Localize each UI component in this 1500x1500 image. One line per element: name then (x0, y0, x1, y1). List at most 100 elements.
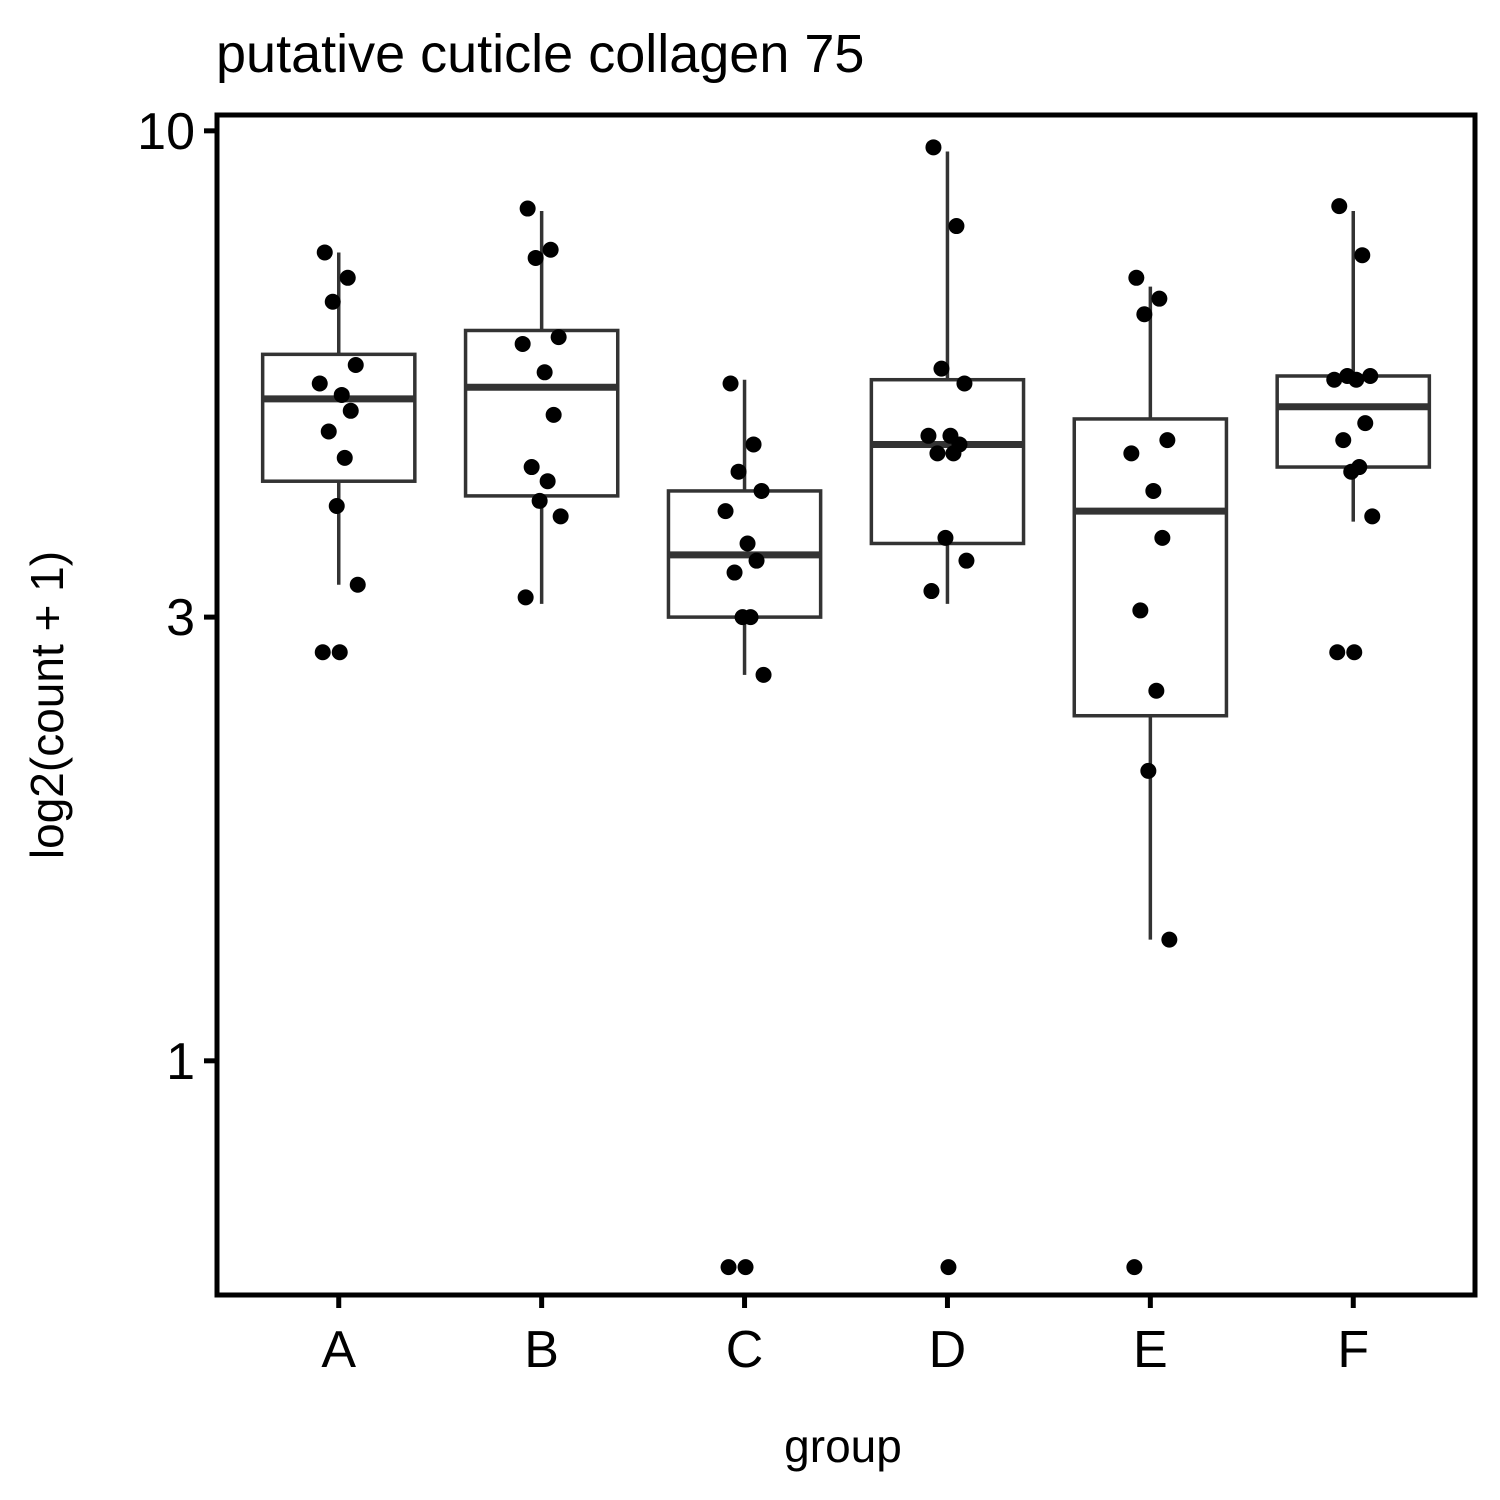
data-point (550, 329, 567, 346)
data-point (1343, 463, 1360, 480)
data-point (1346, 644, 1363, 661)
data-point (945, 445, 962, 462)
data-point (720, 1259, 737, 1276)
data-point (739, 535, 756, 552)
box-group-E (1072, 286, 1229, 940)
chart-title: putative cuticle collagen 75 (216, 24, 864, 84)
data-point (1348, 371, 1365, 388)
box-group-B (463, 210, 620, 604)
points-group-F (1326, 198, 1381, 661)
data-point (331, 644, 348, 661)
data-point (1140, 762, 1157, 779)
data-point (1364, 508, 1381, 525)
data-point (328, 497, 345, 514)
axes: 1 3 10 A B C D E F (137, 103, 1369, 1379)
data-point (948, 218, 965, 235)
y-axis-label: log2(count + 1) (21, 551, 73, 859)
box-group-F (1275, 210, 1432, 522)
plot-panel-border (214, 112, 1478, 1298)
data-point (342, 402, 359, 419)
data-point (1159, 432, 1176, 449)
data-point (316, 244, 333, 261)
data-point (336, 449, 353, 466)
y-tick-label: 1 (166, 1033, 195, 1091)
data-point (929, 445, 946, 462)
data-point (542, 241, 559, 258)
data-point (920, 427, 937, 444)
data-point (753, 482, 770, 499)
data-point (523, 459, 540, 476)
data-point (347, 357, 364, 374)
box-iqr (1275, 374, 1432, 469)
data-point (339, 269, 356, 286)
data-point (1154, 529, 1171, 546)
data-point (933, 360, 950, 377)
data-point (956, 375, 973, 392)
data-point (527, 249, 544, 266)
data-point (314, 644, 331, 661)
data-point (734, 609, 751, 626)
points-group-C (717, 375, 772, 1276)
points-group-A (311, 244, 366, 661)
data-point (755, 666, 772, 683)
data-point (1145, 482, 1162, 499)
data-point (1326, 371, 1343, 388)
data-point (730, 463, 747, 480)
x-tick-label: C (726, 1321, 764, 1379)
x-tick-label: A (321, 1321, 356, 1379)
data-point (737, 1259, 754, 1276)
data-point (517, 589, 534, 606)
data-point (1126, 1259, 1143, 1276)
data-point (722, 375, 739, 392)
data-point (552, 508, 569, 525)
data-point (1331, 198, 1348, 215)
data-point (320, 423, 337, 440)
data-point (923, 583, 940, 600)
data-point (726, 564, 743, 581)
points-group-D (920, 139, 975, 1276)
data-point (748, 552, 765, 569)
data-point (1148, 682, 1165, 699)
data-point (531, 492, 548, 509)
box-group-D (869, 151, 1026, 604)
box-iqr (1072, 417, 1229, 718)
data-point (311, 375, 328, 392)
box-iqr (869, 377, 1026, 546)
data-point (1329, 644, 1346, 661)
data-point (1151, 290, 1168, 307)
x-tick-label: F (1337, 1321, 1369, 1379)
data-point (1123, 445, 1140, 462)
data-point (545, 406, 562, 423)
x-tick-label: D (929, 1321, 967, 1379)
x-axis-label: group (784, 1420, 902, 1472)
data-point (333, 386, 350, 403)
data-point (324, 293, 341, 310)
data-point (1357, 415, 1374, 432)
data-point (958, 552, 975, 569)
data-point (937, 529, 954, 546)
data-point (1128, 269, 1145, 286)
data-point (536, 364, 553, 381)
x-tick-label: E (1133, 1321, 1168, 1379)
plot-area (260, 139, 1432, 1276)
data-point (745, 436, 762, 453)
data-point (717, 503, 734, 520)
data-point (1335, 432, 1352, 449)
data-point (1362, 367, 1379, 384)
points-group-B (514, 200, 569, 606)
data-point (1132, 602, 1149, 619)
y-tick-label: 10 (137, 103, 195, 161)
data-point (1161, 931, 1178, 948)
box-iqr (463, 328, 620, 498)
box-group-C (666, 379, 823, 675)
data-point (519, 200, 536, 217)
data-point (925, 139, 942, 156)
y-tick-label: 3 (166, 589, 195, 647)
data-point (514, 335, 531, 352)
data-point (940, 1259, 957, 1276)
data-point (349, 576, 366, 593)
points-group-E (1123, 269, 1178, 1276)
data-point (1136, 306, 1153, 323)
data-point (1354, 247, 1371, 264)
